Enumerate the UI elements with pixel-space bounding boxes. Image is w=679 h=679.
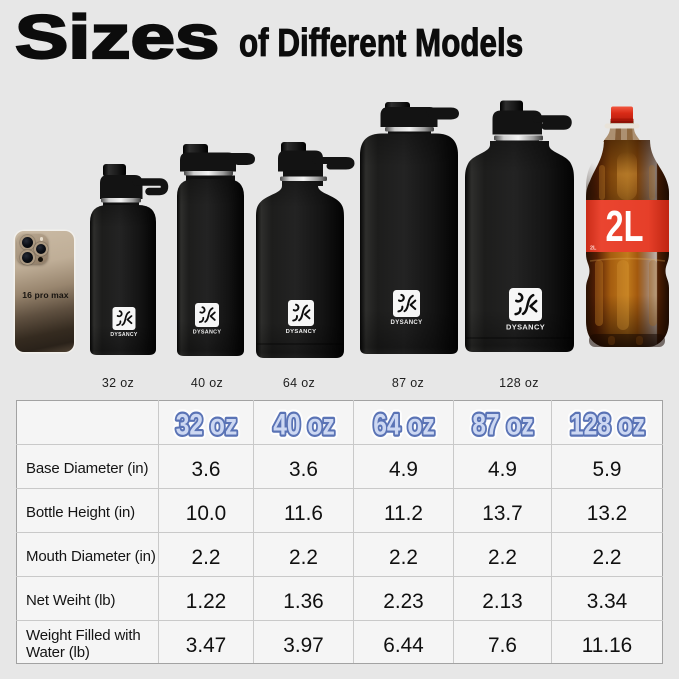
svg-text:40 oz: 40 oz — [273, 406, 335, 440]
svg-text:128 oz: 128 oz — [569, 406, 644, 440]
svg-text:87 oz: 87 oz — [472, 406, 534, 440]
svg-text:32 oz: 32 oz — [175, 406, 237, 440]
svg-text:87 oz: 87 oz — [472, 406, 534, 440]
svg-text:128 oz: 128 oz — [569, 406, 644, 440]
svg-text:2L: 2L — [590, 246, 597, 252]
svg-text:40 oz: 40 oz — [273, 406, 335, 440]
svg-text:2L: 2L — [606, 202, 644, 251]
svg-text:32 oz: 32 oz — [175, 406, 237, 440]
svg-text:64 oz: 64 oz — [373, 406, 435, 440]
svg-text:64 oz: 64 oz — [373, 406, 435, 440]
